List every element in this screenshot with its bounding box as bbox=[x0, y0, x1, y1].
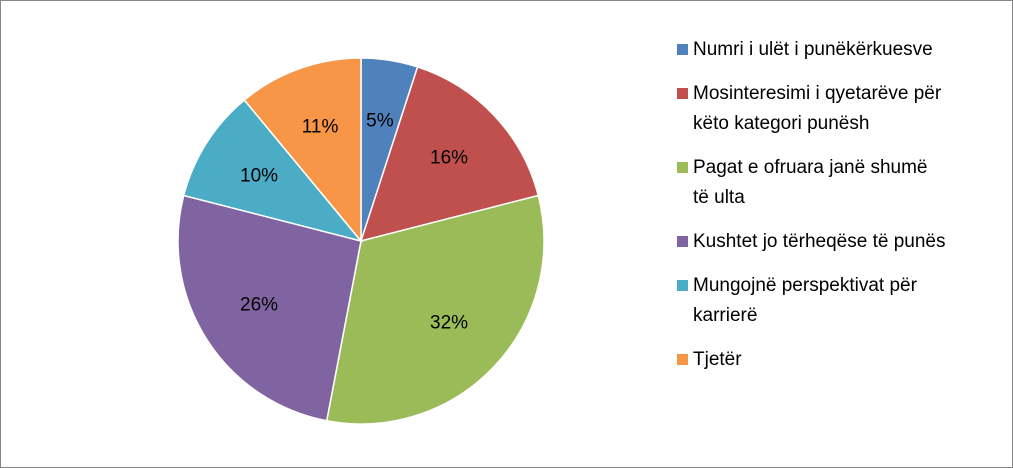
pie-slice bbox=[359, 66, 540, 243]
pie-slice bbox=[325, 194, 545, 425]
legend-item: Mungojnë perspektivat për karrierë bbox=[677, 271, 997, 331]
legend-label: Mosinteresimi i qyetarëve për këto kateg… bbox=[693, 83, 942, 134]
pie-slice bbox=[182, 98, 364, 243]
data-label: 16% bbox=[430, 147, 468, 168]
legend-item: Tjetër bbox=[677, 345, 997, 375]
legend-swatch bbox=[677, 280, 688, 291]
legend-item: Numri i ulët i punëkërkuesve bbox=[677, 35, 997, 65]
pie-slice bbox=[177, 194, 362, 422]
legend: Numri i ulët i punëkërkuesve Mosinteresim… bbox=[677, 35, 997, 389]
data-label: 5% bbox=[366, 111, 394, 132]
legend-swatch bbox=[677, 162, 688, 173]
legend-label: Numri i ulët i punëkërkuesve bbox=[693, 39, 933, 60]
data-label: 11% bbox=[302, 116, 339, 137]
legend-swatch bbox=[677, 88, 688, 99]
legend-label: Mungojnë perspektivat për karrierë bbox=[693, 275, 917, 326]
legend-label: Tjetër bbox=[693, 349, 742, 370]
legend-label: Kushtet jo tërheqëse të punës bbox=[693, 231, 946, 252]
legend-label: Pagat e ofruara janë shumë të ulta bbox=[693, 157, 928, 208]
data-label: 32% bbox=[430, 313, 468, 334]
legend-swatch bbox=[677, 44, 688, 55]
data-label: 26% bbox=[240, 295, 278, 316]
legend-item: Mosinteresimi i qyetarëve për këto kateg… bbox=[677, 79, 997, 139]
legend-item: Kushtet jo tërheqëse të punës bbox=[677, 227, 997, 257]
data-label: 10% bbox=[240, 165, 278, 186]
pie-slice bbox=[243, 57, 362, 244]
legend-item: Pagat e ofruara janë shumë të ulta bbox=[677, 153, 997, 213]
legend-swatch bbox=[677, 236, 688, 247]
legend-swatch bbox=[677, 354, 688, 365]
